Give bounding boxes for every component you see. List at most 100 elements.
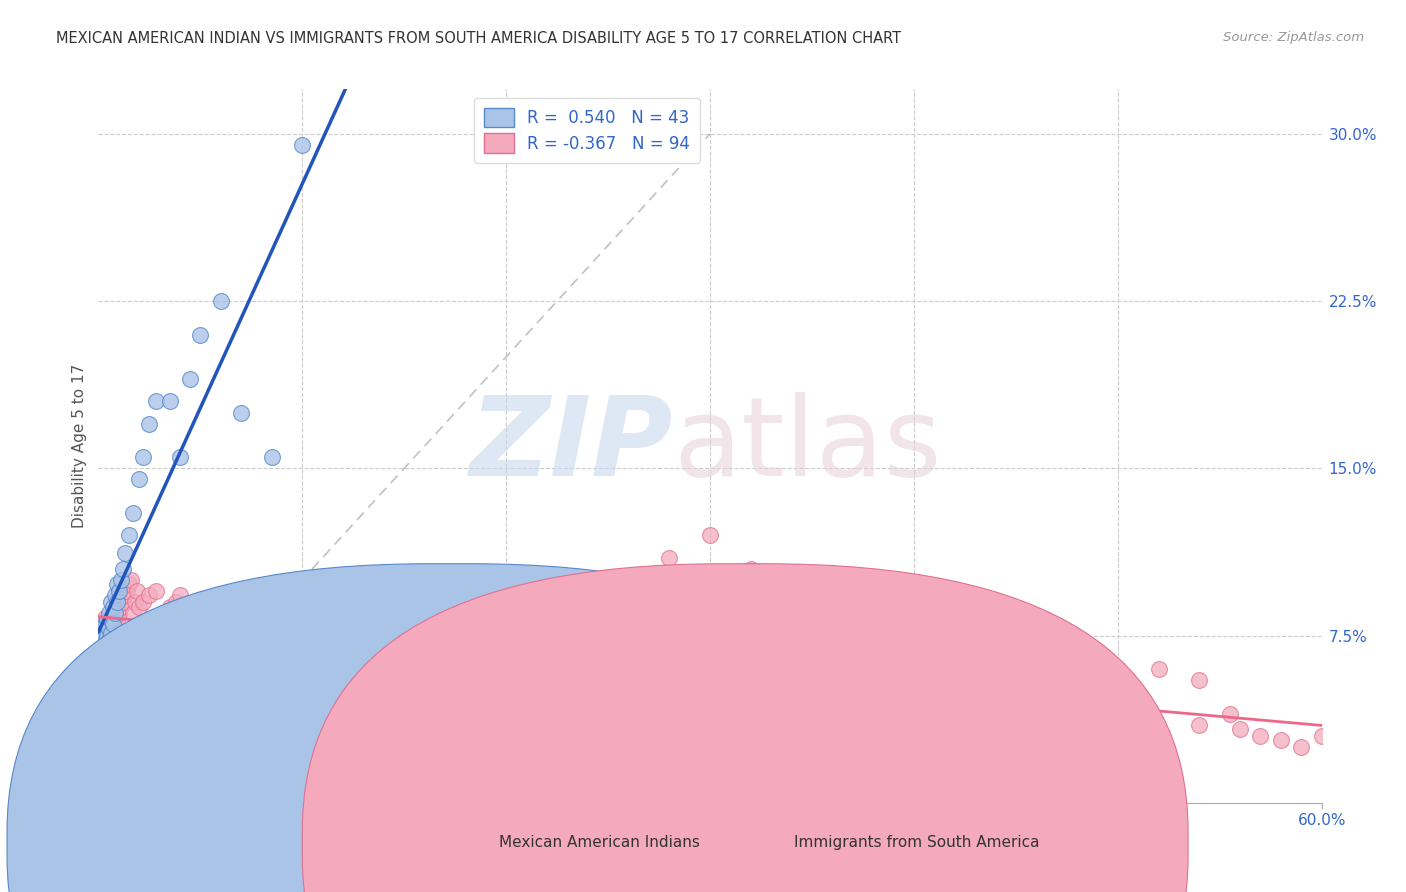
- Point: [883, 702, 905, 716]
- Point: [200, 617, 222, 632]
- Text: ZIP: ZIP: [470, 392, 673, 500]
- Point: [89, 633, 111, 648]
- Point: [105, 602, 128, 616]
- Point: [740, 562, 762, 576]
- Point: [100, 595, 122, 609]
- Point: [97, 613, 120, 627]
- Point: [93, 622, 115, 636]
- Point: [169, 589, 191, 603]
- Point: [413, 666, 436, 681]
- Point: [658, 550, 681, 565]
- Text: Source: ZipAtlas.com: Source: ZipAtlas.com: [1223, 31, 1364, 45]
- Point: [127, 583, 149, 598]
- Point: [332, 640, 354, 654]
- Point: [1291, 740, 1313, 755]
- Text: MEXICAN AMERICAN INDIAN VS IMMIGRANTS FROM SOUTH AMERICA DISABILITY AGE 5 TO 17 : MEXICAN AMERICAN INDIAN VS IMMIGRANTS FR…: [56, 31, 901, 46]
- Point: [138, 417, 160, 431]
- Point: [322, 644, 344, 658]
- Point: [392, 662, 416, 676]
- Point: [108, 583, 131, 598]
- Point: [231, 617, 253, 632]
- Point: [943, 706, 966, 721]
- Point: [97, 622, 120, 636]
- Point: [179, 372, 201, 386]
- Point: [96, 617, 118, 632]
- Point: [100, 628, 122, 642]
- Point: [93, 610, 115, 624]
- Point: [89, 644, 111, 658]
- Point: [93, 644, 115, 658]
- Point: [93, 628, 115, 642]
- Point: [169, 450, 191, 465]
- Point: [188, 327, 212, 342]
- Point: [96, 628, 118, 642]
- Point: [91, 628, 114, 642]
- Point: [155, 610, 177, 624]
- Point: [101, 599, 124, 614]
- Point: [97, 624, 120, 639]
- Point: [110, 599, 132, 614]
- Point: [179, 607, 201, 621]
- Point: [111, 595, 134, 609]
- Point: [89, 644, 111, 658]
- Point: [260, 633, 283, 648]
- Point: [1004, 711, 1026, 725]
- Point: [91, 635, 114, 649]
- Point: [118, 528, 141, 542]
- Point: [108, 595, 131, 609]
- Point: [101, 617, 124, 632]
- Legend: R =  0.540   N = 43, R = -0.367   N = 94: R = 0.540 N = 43, R = -0.367 N = 94: [474, 97, 700, 162]
- Point: [89, 622, 111, 636]
- Point: [97, 635, 120, 649]
- Point: [145, 583, 167, 598]
- Point: [111, 562, 134, 576]
- Point: [93, 644, 115, 658]
- Point: [1310, 729, 1333, 743]
- Point: [96, 640, 118, 654]
- Point: [209, 293, 232, 308]
- Point: [132, 595, 155, 609]
- Point: [115, 583, 138, 598]
- Point: [1188, 673, 1211, 687]
- Point: [101, 610, 124, 624]
- Point: [312, 628, 335, 642]
- Point: [97, 633, 120, 648]
- Point: [1066, 702, 1088, 716]
- Point: [159, 394, 181, 409]
- Point: [291, 635, 314, 649]
- Point: [291, 138, 314, 153]
- Point: [114, 546, 136, 560]
- Point: [821, 696, 844, 710]
- Point: [114, 589, 136, 603]
- Point: [96, 640, 118, 654]
- Point: [219, 622, 242, 636]
- Point: [91, 622, 114, 636]
- Point: [100, 626, 122, 640]
- Point: [281, 640, 304, 654]
- Point: [100, 617, 122, 632]
- Point: [658, 689, 681, 703]
- Point: [104, 589, 127, 603]
- Point: [576, 680, 599, 694]
- Point: [124, 595, 146, 609]
- Text: Immigrants from South America: Immigrants from South America: [794, 836, 1040, 850]
- Point: [100, 613, 122, 627]
- Point: [128, 599, 150, 614]
- Point: [93, 633, 115, 648]
- Point: [1270, 733, 1292, 747]
- Point: [110, 573, 132, 587]
- Point: [105, 595, 128, 609]
- Point: [89, 655, 111, 669]
- Point: [118, 577, 141, 591]
- Point: [209, 599, 232, 614]
- Point: [174, 617, 197, 632]
- Point: [231, 405, 253, 420]
- Point: [270, 628, 294, 642]
- Point: [132, 450, 155, 465]
- Point: [495, 666, 517, 681]
- Point: [122, 506, 145, 520]
- Point: [195, 628, 218, 642]
- Point: [720, 680, 742, 694]
- Text: atlas: atlas: [673, 392, 942, 500]
- Point: [444, 657, 467, 672]
